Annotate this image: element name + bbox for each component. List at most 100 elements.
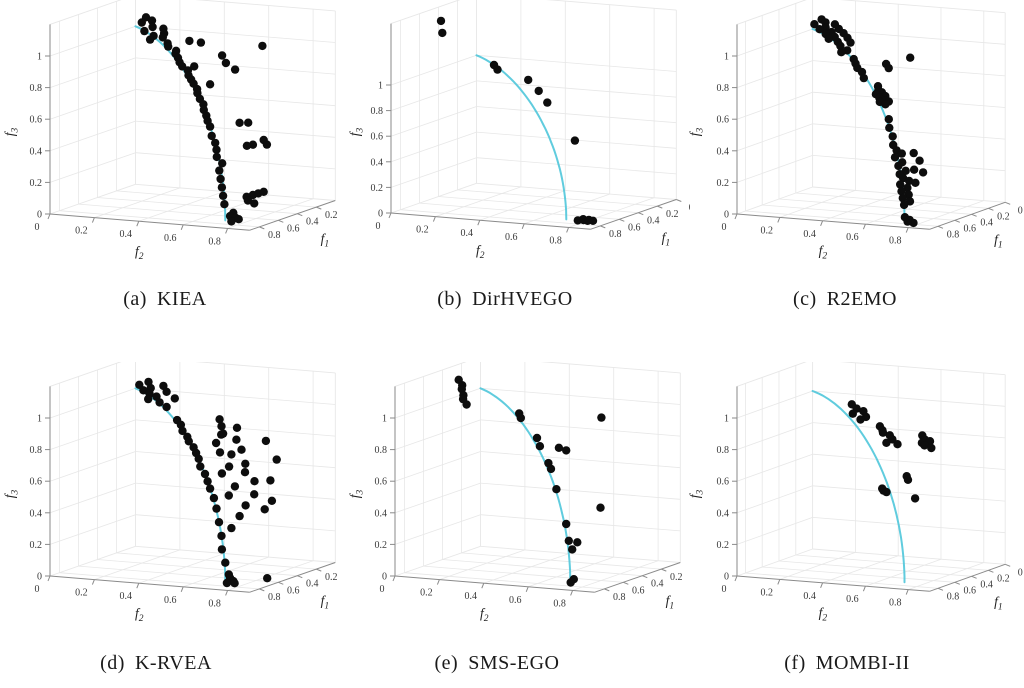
svg-text:0.8: 0.8 <box>717 445 730 456</box>
data-point <box>200 469 210 479</box>
data-point <box>596 503 605 512</box>
svg-text:1: 1 <box>37 414 42 425</box>
data-point <box>212 145 221 154</box>
tick-labels: 0 0.2 0.4 0.6 0.8 1 0 0.2 0.4 0.6 0.8 0.8 0.6 0.4 0.2 <box>30 52 338 248</box>
svg-text:1: 1 <box>382 414 387 425</box>
svg-text:0.4: 0.4 <box>803 229 816 240</box>
caption-algorithm: KIEA <box>156 288 207 310</box>
caption-krvea: (d) K-RVEA <box>100 652 212 675</box>
data-point <box>218 191 228 200</box>
data-point <box>885 123 894 132</box>
data-point <box>218 159 227 168</box>
grid-walls <box>736 0 1006 228</box>
f2-axis-label: f2 <box>819 605 828 624</box>
svg-text:0.4: 0.4 <box>647 216 660 227</box>
data-point <box>212 152 221 162</box>
f2-axis-label: f2 <box>819 243 828 262</box>
data-point <box>215 415 224 424</box>
data-point <box>196 462 205 471</box>
svg-text:0.6: 0.6 <box>287 585 300 596</box>
caption-algorithm: K-RVEA <box>134 652 212 674</box>
axis-labels: f3 f2 f1 <box>687 127 1003 261</box>
svg-text:0.4: 0.4 <box>803 591 816 602</box>
data-point <box>164 42 173 51</box>
svg-text:0.2: 0.2 <box>325 210 338 221</box>
f3-axis-label: f3 <box>347 489 366 498</box>
f3-axis-label: f3 <box>687 127 706 136</box>
data-point <box>243 196 253 205</box>
data-point <box>217 183 227 192</box>
caption-r2emo: (c) R2EMO <box>793 288 897 311</box>
pareto-front-curve <box>811 390 906 584</box>
data-point <box>884 63 893 73</box>
svg-text:0.2: 0.2 <box>371 183 384 194</box>
f2-axis-label: f2 <box>476 243 485 262</box>
caption-label: (c) <box>793 288 817 310</box>
svg-text:0.2: 0.2 <box>761 587 774 598</box>
svg-text:0.2: 0.2 <box>761 225 774 236</box>
data-point <box>846 38 855 47</box>
svg-text:0: 0 <box>376 221 381 232</box>
f3-axis-label: f3 <box>2 489 21 498</box>
f1-axis-label: f1 <box>321 593 330 612</box>
svg-text:0.8: 0.8 <box>717 83 730 94</box>
data-point <box>220 200 229 209</box>
svg-text:0.4: 0.4 <box>306 579 319 590</box>
grid-walls <box>49 362 336 591</box>
data-point <box>856 415 865 424</box>
data-point <box>915 156 924 165</box>
svg-text:0.6: 0.6 <box>164 233 177 244</box>
data-point <box>909 165 919 174</box>
data-point <box>570 136 580 145</box>
data-point <box>897 187 906 196</box>
grid-walls <box>394 362 681 591</box>
data-point <box>232 423 242 432</box>
caption-algorithm: DirHVEGO <box>472 288 573 310</box>
data-point <box>552 485 561 494</box>
svg-text:0.2: 0.2 <box>997 573 1010 584</box>
svg-text:0.2: 0.2 <box>75 588 88 599</box>
svg-text:0.2: 0.2 <box>30 540 43 551</box>
data-point <box>158 33 167 42</box>
subplot-mombi2: 0 0.2 0.4 0.6 0.8 1 0 0.2 0.4 0.6 0.8 0.8 0.6 0.4 0.2 0… <box>685 362 1024 628</box>
data-point <box>241 459 250 468</box>
subplot-kiea: 0 0.2 0.4 0.6 0.8 1 0 0.2 0.4 0.6 0.8 0.8 0.6 0.4 0.2 f… <box>0 0 345 266</box>
svg-text:0.2: 0.2 <box>717 540 730 551</box>
data-point <box>260 505 269 514</box>
svg-text:0.8: 0.8 <box>613 592 626 603</box>
data-point <box>266 476 275 485</box>
data-point <box>568 545 577 554</box>
svg-text:0.2: 0.2 <box>997 211 1010 222</box>
svg-text:0.8: 0.8 <box>549 235 562 246</box>
axis-lines <box>390 23 677 230</box>
caption-algorithm: MOMBI-II <box>815 652 910 674</box>
svg-text:0: 0 <box>1018 567 1023 578</box>
svg-text:0: 0 <box>689 203 690 214</box>
svg-text:0.6: 0.6 <box>30 115 43 126</box>
data-point <box>824 34 833 43</box>
svg-text:0: 0 <box>35 584 40 595</box>
svg-text:0.4: 0.4 <box>375 508 388 519</box>
data-point <box>217 545 227 554</box>
svg-text:1: 1 <box>724 52 729 63</box>
axis-labels: f3 f2 f1 <box>347 127 670 261</box>
scatter-points <box>810 15 928 228</box>
caption-label: (a) <box>123 288 147 310</box>
data-point <box>888 132 897 141</box>
svg-text:0.6: 0.6 <box>509 595 522 606</box>
data-point <box>896 180 905 189</box>
data-point <box>261 436 271 446</box>
data-point <box>211 438 221 448</box>
svg-text:0.2: 0.2 <box>717 178 730 189</box>
svg-text:0.2: 0.2 <box>375 540 388 551</box>
data-point <box>224 491 233 500</box>
svg-text:0.8: 0.8 <box>208 598 221 609</box>
data-point <box>137 18 146 27</box>
svg-text:0.6: 0.6 <box>964 223 977 234</box>
data-point <box>893 440 902 449</box>
svg-text:0.8: 0.8 <box>889 598 902 609</box>
svg-text:0: 0 <box>724 572 729 583</box>
data-point <box>242 141 252 150</box>
svg-text:0.4: 0.4 <box>306 217 319 228</box>
data-point <box>259 135 268 145</box>
